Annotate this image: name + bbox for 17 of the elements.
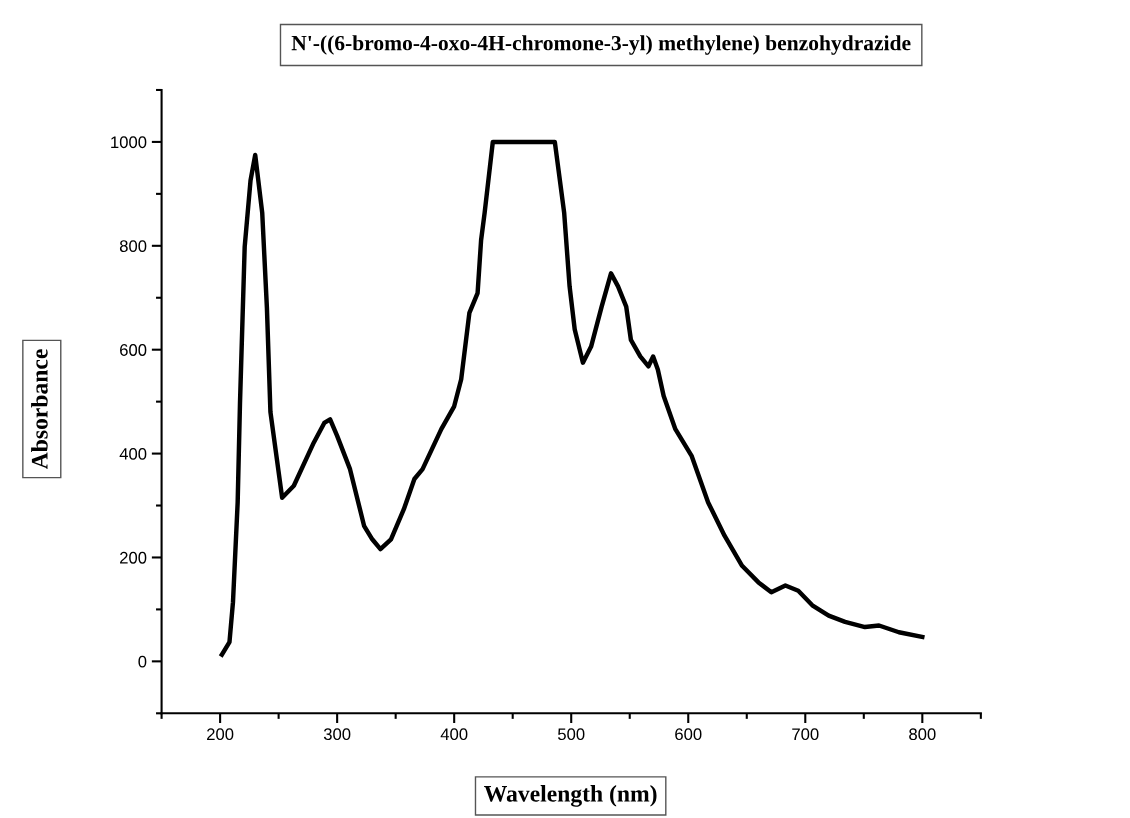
y-axis-title: Absorbance: [31, 349, 48, 470]
y-tick-label: 200: [120, 551, 147, 564]
chart-title: N'-((6-bromo-4-oxo-4H-chromone-3-yl) methylene) benzohydrazide: [291, 35, 911, 55]
x-tick-label: 600: [675, 728, 702, 741]
y-tick-label: 1000: [111, 136, 147, 149]
x-tick-label: 800: [909, 728, 936, 741]
x-tick-label: 200: [207, 728, 234, 741]
x-tick-label: 300: [323, 728, 351, 741]
x-tick-label: 700: [792, 728, 819, 741]
y-tick-label: 800: [119, 240, 147, 253]
y-tick-label: 0: [138, 655, 147, 668]
x-tick-label: 400: [440, 728, 468, 741]
line-series: [219, 139, 925, 657]
y-tick-label: 400: [119, 447, 147, 460]
x-tick-label: 500: [557, 728, 585, 741]
x-axis-title: Wavelength (nm): [484, 785, 657, 807]
y-tick-label: 600: [120, 344, 147, 356]
